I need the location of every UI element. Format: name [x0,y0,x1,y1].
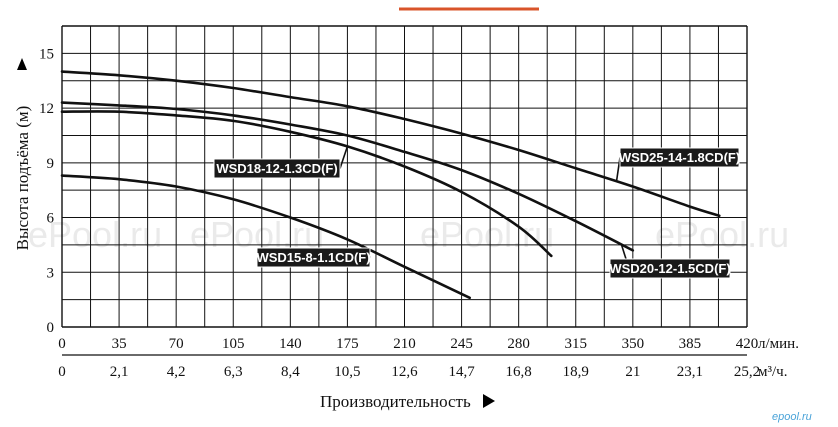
x-tick-label: 420 [736,336,759,352]
x-tick-label: 385 [679,336,702,352]
x2-tick-label: 4,2 [167,364,186,380]
watermark-text: ePool.ru [28,214,162,255]
y-axis-arrow-icon [17,58,27,70]
x2-tick-label: 21 [625,364,640,380]
x-axis-arrow-icon [483,394,495,408]
x-tick-label: 280 [507,336,530,352]
series-label-text: WSD18-12-1.3CD(F) [216,161,337,176]
x2-tick-label: 0 [58,364,66,380]
x2-tick-label: 18,9 [563,364,589,380]
series-label-box [619,147,740,168]
y-tick-label: 0 [47,320,55,336]
series-label-text: WSD25-14-1.8CD(F) [619,150,740,165]
series-label-box [256,247,371,268]
x2-tick-label: 2,1 [110,364,129,380]
series-line [60,110,553,258]
y-tick-label: 3 [47,265,55,281]
watermark-text: ePool.ru [655,214,789,255]
x-axis-unit-lpm: л/мин. [758,336,799,352]
y-tick-label: 12 [39,101,54,117]
series-label-text: WSD20-12-1.5CD(F) [609,261,730,276]
corner-logo: epool.ru [772,411,812,423]
x-tick-label: 350 [622,336,645,352]
x-tick-label: 315 [565,336,588,352]
watermark-text: ePool.ru [420,214,554,255]
x2-tick-label: 16,8 [506,364,532,380]
x-tick-label: 140 [279,336,302,352]
series-label-leader [615,157,621,182]
x-tick-label: 0 [58,336,66,352]
series-line [60,101,635,252]
watermark-layer: ePool.ru ePool.ru ePool.ru ePool.ru [28,214,789,255]
x-tick-label: 35 [112,336,127,352]
y-axis-title-group: Высота подъёма (м) [13,106,32,251]
series-label-leader [339,146,349,169]
x-tick-label: 245 [450,336,473,352]
series-label-box [213,158,341,179]
series-line [60,70,721,217]
series-line [60,174,471,300]
series-label-box [609,258,731,279]
x2-tick-label: 8,4 [281,364,300,380]
series-label-text: WSD15-8-1.1CD(F) [256,250,370,265]
chart-series-lines [60,70,721,300]
series-label-leader [620,244,627,260]
x2-tick-label: 12,6 [391,364,418,380]
y-tick-label: 6 [47,211,55,227]
x-tick-label: 70 [169,336,184,352]
x2-tick-label: 14,7 [448,364,475,380]
x-tick-label: 175 [336,336,359,352]
x-tick-label: 210 [393,336,416,352]
x-tick-label: 105 [222,336,245,352]
chart-series-labels: WSD18-12-1.3CD(F) WSD15-8-1.1CD(F) WSD25-1… [213,146,740,279]
y-tick-label: 9 [47,156,55,172]
x-axis-title: Производительность [320,392,471,411]
x2-tick-label: 25,2 [734,364,760,380]
y-tick-label: 15 [39,46,54,62]
x2-tick-label: 10,5 [334,364,360,380]
x2-axis-unit-m3h: м³/ч. [758,364,787,380]
x2-tick-label: 6,3 [224,364,243,380]
x2-tick-label: 23,1 [677,364,703,380]
y-axis-title: Высота подъёма (м) [13,106,32,251]
